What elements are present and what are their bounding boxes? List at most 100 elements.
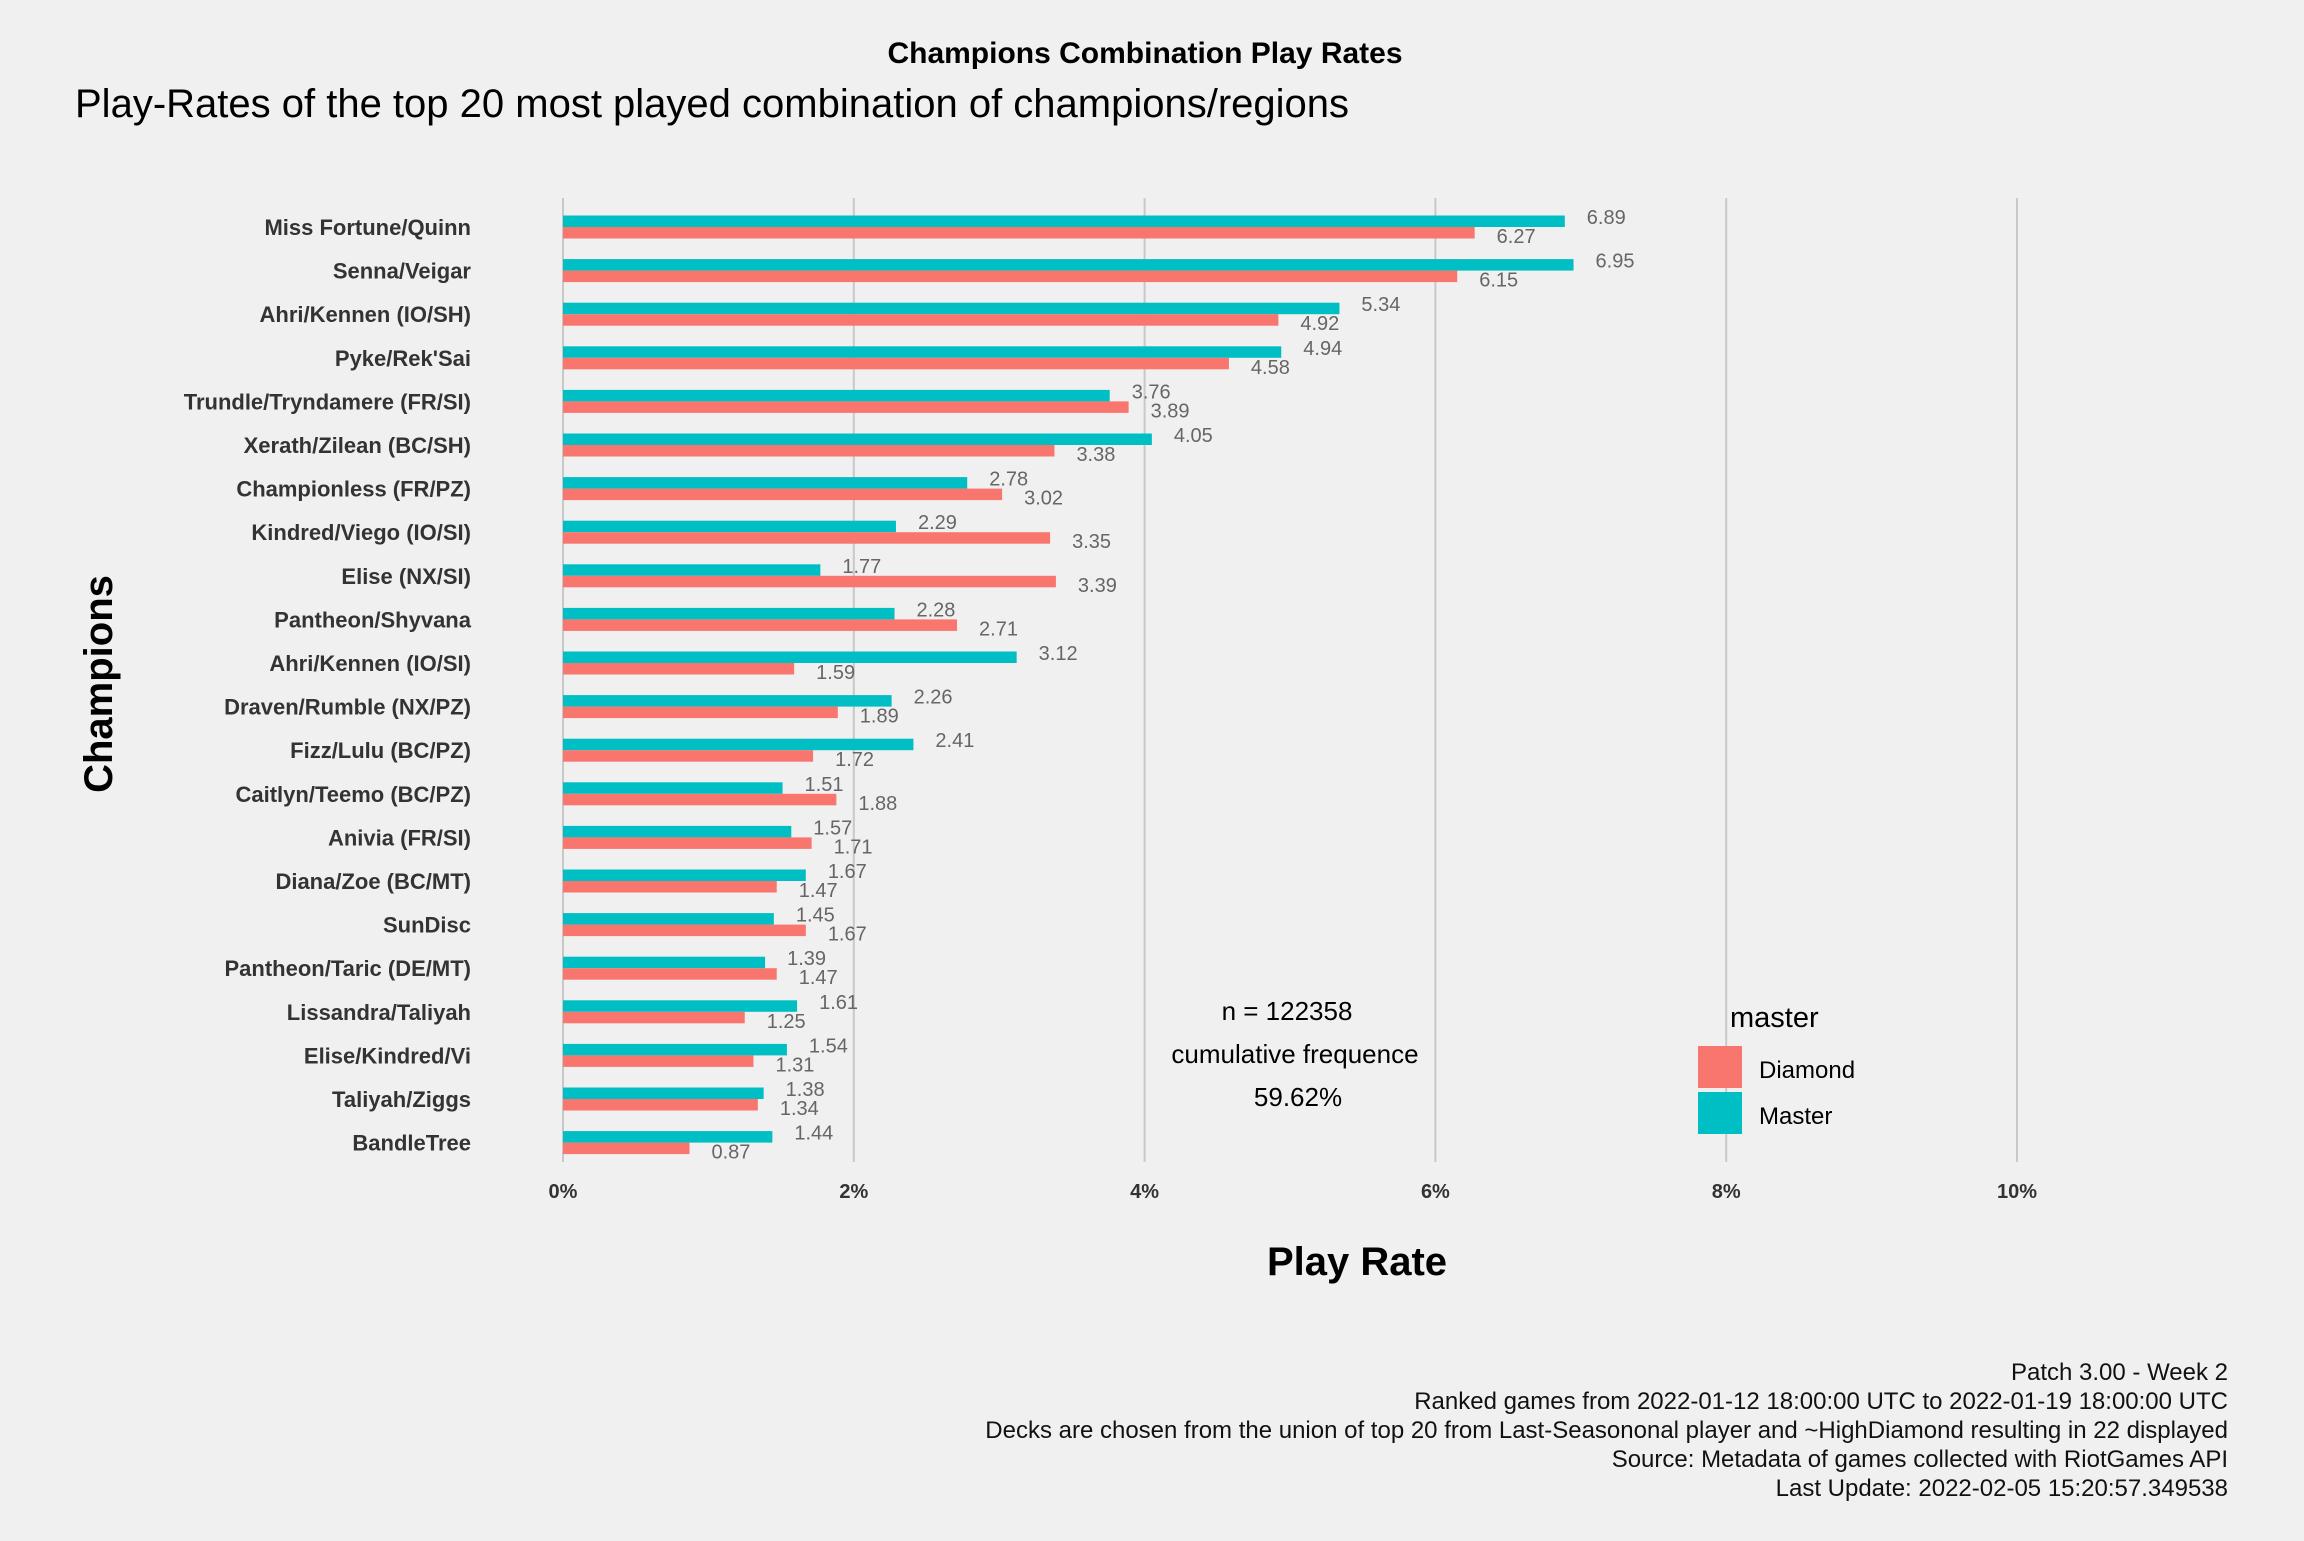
annotation-n: n = 122358 <box>1222 996 1353 1026</box>
bar-diamond <box>563 357 1229 370</box>
bar-diamond <box>563 750 814 762</box>
value-label-master: 3.12 <box>1039 643 1078 665</box>
y-tick-label: Diana/Zoe (BC/MT) <box>275 869 471 894</box>
value-label-diamond: 1.71 <box>834 836 873 858</box>
caption-line-3: Decks are chosen from the union of top 2… <box>985 1417 2228 1444</box>
bar-diamond <box>563 793 837 806</box>
y-tick-label: Fizz/Lulu (BC/PZ) <box>290 738 471 763</box>
value-label-diamond: 3.02 <box>1024 488 1063 510</box>
value-label-diamond: 1.89 <box>860 706 899 728</box>
value-label-diamond: 4.58 <box>1251 357 1290 379</box>
caption-line-4: Source: Metadata of games collected with… <box>1611 1446 2228 1473</box>
chart-subtitle: Play-Rates of the top 20 most played com… <box>75 82 1349 126</box>
bar-diamond <box>563 1099 758 1111</box>
legend-title: master <box>1730 1002 1819 1034</box>
value-label-master: 1.45 <box>796 905 835 927</box>
bar-master <box>563 825 792 838</box>
bar-diamond <box>563 1011 745 1024</box>
legend-swatch-diamond <box>1698 1046 1742 1088</box>
y-tick-label: Kindred/Viego (IO/SI) <box>251 520 471 545</box>
annotation-cumulative: cumulative frequence <box>1171 1039 1418 1069</box>
y-axis-title: Champions <box>77 575 121 793</box>
legend-label-diamond: Diamond <box>1759 1057 1855 1084</box>
bar-master <box>563 346 1282 358</box>
bar-diamond <box>563 837 812 849</box>
value-label-master: 6.89 <box>1587 207 1626 229</box>
bar-diamond <box>563 575 1056 588</box>
x-tick-label: 6% <box>1421 1181 1450 1203</box>
value-label-diamond: 1.47 <box>799 880 838 902</box>
value-label-diamond: 1.34 <box>780 1098 819 1120</box>
y-tick-label: Trundle/Tryndamere (FR/SI) <box>184 389 471 414</box>
value-label-master: 2.41 <box>935 730 974 752</box>
y-tick-label: Taliyah/Ziggs <box>332 1087 471 1112</box>
y-tick-label: Pantheon/Shyvana <box>274 607 472 632</box>
bar-value-labels: 6.89 6.27 6.95 6.15 5.34 4.92 4.94 4.58 3.763.89… <box>711 207 1634 1164</box>
bar-diamond <box>563 314 1279 326</box>
value-label-diamond: 6.15 <box>1479 270 1518 292</box>
bar-diamond <box>563 532 1051 544</box>
y-tick-label: Ahri/Kennen (IO/SI) <box>269 651 471 676</box>
legend-swatch-master <box>1698 1092 1742 1134</box>
value-label-master: 6.95 <box>1596 251 1635 273</box>
bar-master <box>563 215 1565 227</box>
bar-master <box>563 1087 764 1099</box>
y-tick-label: Lissandra/Taliyah <box>287 1000 471 1025</box>
value-label-diamond: 1.59 <box>816 662 855 684</box>
bar-diamond <box>563 401 1129 413</box>
value-label-master: 1.77 <box>842 556 881 578</box>
bar-master <box>563 869 806 881</box>
value-label-master: 2.78 <box>989 469 1028 491</box>
bar-master <box>563 433 1152 445</box>
y-tick-label: Miss Fortune/Quinn <box>264 215 471 240</box>
y-tick-label: Senna/Veigar <box>333 259 472 284</box>
value-label-master: 4.05 <box>1174 425 1213 447</box>
bar-diamond <box>563 227 1475 239</box>
value-label-diamond: 1.88 <box>858 793 897 815</box>
value-label-diamond: 1.47 <box>799 967 838 989</box>
bar-master <box>563 302 1340 315</box>
bar-master <box>563 913 774 925</box>
value-label-diamond: 3.35 <box>1072 531 1111 553</box>
x-tick-label: 2% <box>839 1181 868 1203</box>
value-label-diamond: 1.31 <box>775 1054 814 1076</box>
value-label-master: 1.44 <box>794 1123 833 1145</box>
annotation-percent: 59.62% <box>1254 1082 1342 1112</box>
bar-master <box>563 1131 773 1143</box>
x-axis-title: Play Rate <box>1267 1240 1447 1284</box>
bar-master <box>563 607 895 620</box>
bar-diamond <box>563 445 1055 457</box>
bar-diamond <box>563 270 1458 283</box>
value-label-master: 1.57 <box>813 817 852 839</box>
y-tick-label: Xerath/Zilean (BC/SH) <box>244 433 471 458</box>
legend-label-master: Master <box>1759 1103 1832 1130</box>
bar-master <box>563 564 821 576</box>
bar-master <box>563 695 892 707</box>
bar-diamond <box>563 1055 754 1067</box>
bar-master <box>563 520 896 533</box>
value-label-diamond: 1.25 <box>767 1011 806 1033</box>
bar-master <box>563 738 914 751</box>
bar-master <box>563 782 783 794</box>
y-tick-label: Draven/Rumble (NX/PZ) <box>224 695 471 720</box>
value-label-master: 2.28 <box>917 599 956 621</box>
value-label-diamond: 4.92 <box>1300 313 1339 335</box>
bar-master <box>563 1000 798 1012</box>
value-label-diamond: 3.39 <box>1078 575 1117 597</box>
value-label-master: 1.51 <box>805 774 844 796</box>
value-label-diamond: 1.67 <box>828 924 867 946</box>
y-tick-label: Ahri/Kennen (IO/SH) <box>260 302 471 327</box>
y-tick-label: Caitlyn/Teemo (BC/PZ) <box>235 782 471 807</box>
bar-master <box>563 389 1110 402</box>
value-label-master: 1.54 <box>809 1035 848 1057</box>
bars <box>563 215 1574 1155</box>
bar-master <box>563 259 1574 271</box>
value-label-diamond: 6.27 <box>1497 226 1536 248</box>
x-tick-label: 4% <box>1130 1181 1159 1203</box>
value-label-master: 5.34 <box>1361 294 1400 316</box>
bar-diamond <box>563 924 806 937</box>
legend: master Diamond Master <box>1698 1002 1855 1134</box>
caption-line-2: Ranked games from 2022-01-12 18:00:00 UT… <box>1414 1388 2228 1415</box>
bar-master <box>563 956 766 969</box>
value-label-diamond: 3.38 <box>1076 444 1115 466</box>
